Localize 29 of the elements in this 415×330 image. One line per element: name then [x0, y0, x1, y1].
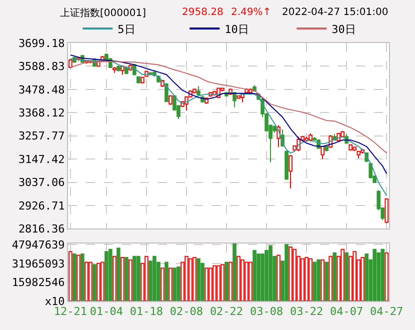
y-tick-label: 3478.48 — [18, 83, 65, 96]
legend-label: 5日 — [118, 22, 136, 36]
x-tick-label: 01-18 — [130, 305, 164, 318]
legend-label: 10日 — [224, 22, 249, 36]
x-tick-label: 04-07 — [330, 305, 364, 318]
x-tick-label: 12-21 — [54, 305, 87, 318]
x-tick-label: 02-22 — [210, 305, 244, 318]
x-tick-label: 01-04 — [90, 305, 124, 318]
y-tick-label: x10 — [44, 294, 65, 308]
x-tick-label: 03-08 — [250, 305, 284, 318]
y-tick-label: 31965093 — [12, 257, 65, 270]
text: 2.49%↑ — [231, 7, 272, 18]
y-tick-label: 2926.71 — [18, 199, 65, 212]
y-tick-label: 3257.77 — [18, 130, 65, 143]
y-tick-label: 47947639 — [12, 238, 65, 252]
chart-title: 上证指数[000001] — [60, 7, 146, 19]
y-tick-label: 3368.12 — [18, 106, 65, 120]
y-tick-label: 3147.42 — [18, 152, 65, 166]
y-tick-label: 15982546 — [12, 276, 65, 290]
y-tick-label: 3699.18 — [18, 36, 65, 50]
legend-label: 30日 — [332, 22, 356, 36]
x-tick-label: 04-27 — [370, 305, 404, 318]
x-tick-label: 02-08 — [170, 305, 204, 318]
x-tick-label: 03-22 — [290, 305, 324, 318]
text: 2958.28 — [182, 7, 224, 18]
text: 2022-04-27 15:01:00 — [282, 7, 388, 18]
y-tick-label: 2816.36 — [18, 222, 65, 236]
y-tick-label: 3588.83 — [18, 60, 65, 74]
y-tick-label: 3037.06 — [18, 176, 65, 190]
